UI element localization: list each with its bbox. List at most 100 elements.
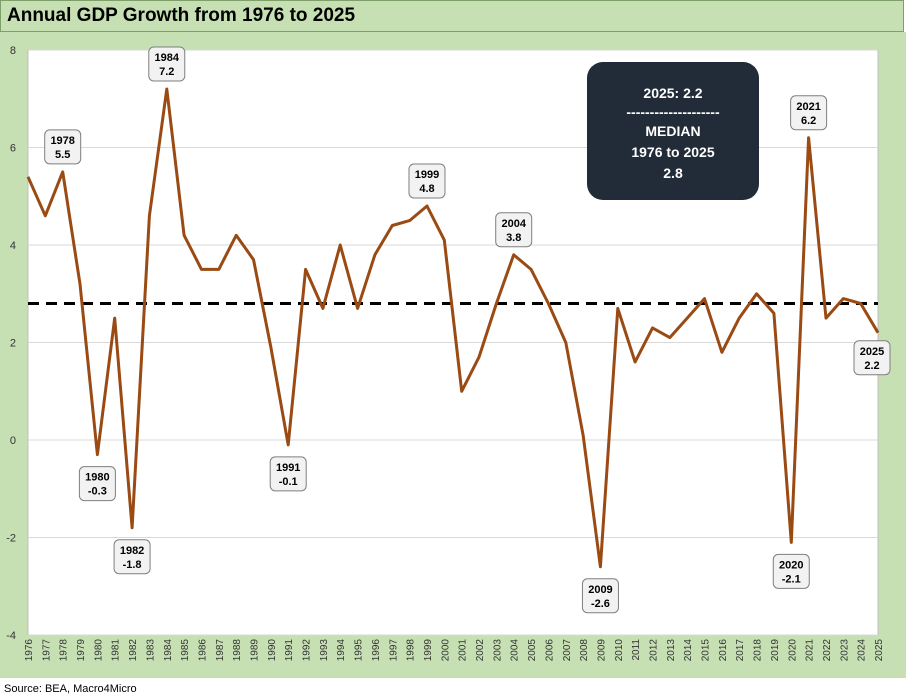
x-tick-label: 2014: [683, 639, 694, 662]
annotation-year: 1978: [50, 135, 74, 147]
x-tick-label: 1995: [354, 639, 365, 662]
x-tick-label: 1994: [336, 639, 347, 662]
chart-panel: -4 -2 0 2 4 6 8 1976 1977 1978 1979 1980 1981 1982 198…: [0, 32, 906, 678]
x-tick-label: 2010: [614, 639, 625, 662]
x-tick-label: 2007: [562, 639, 573, 662]
annotation-value: -2.1: [782, 573, 801, 585]
x-tick-label: 1978: [59, 639, 70, 662]
annotation-callout: [495, 212, 533, 248]
annotation-year: 2020: [779, 559, 803, 571]
x-tick-label: 1992: [302, 639, 313, 662]
x-tick-label: 2008: [579, 639, 590, 662]
info-median-value: 2.8: [663, 165, 683, 181]
x-tick-label: 2006: [544, 639, 555, 662]
annotation-year: 1980: [85, 472, 109, 484]
x-tick-label: 1982: [128, 639, 139, 662]
annotation-callout: [581, 578, 619, 614]
annotation-year: 2004: [501, 218, 526, 230]
annotation-callout: [790, 95, 828, 131]
y-tick-label: -4: [6, 630, 16, 642]
x-tick-label: 1986: [197, 639, 208, 662]
x-tick-label: 1993: [319, 639, 330, 662]
x-tick-label: 2015: [701, 639, 712, 662]
y-tick-label: 0: [10, 435, 16, 447]
x-tick-label: 2023: [839, 639, 850, 662]
annotation-value: -0.3: [88, 486, 107, 498]
annotation-callout: [408, 163, 446, 199]
annotation-callout: [113, 539, 151, 575]
x-tick-label: 2001: [458, 639, 469, 662]
x-tick-label: 2024: [857, 639, 868, 662]
info-period: 1976 to 2025: [631, 144, 714, 160]
annotation-value: -1.8: [123, 559, 142, 571]
x-tick-label: 2005: [527, 639, 538, 662]
median-info-box: [587, 62, 759, 200]
y-tick-label: 6: [10, 143, 16, 155]
x-tick-label: 2012: [648, 639, 659, 662]
x-tick-label: 1989: [250, 639, 261, 662]
x-tick-label: 1985: [180, 639, 191, 662]
x-tick-label: 1977: [41, 639, 52, 662]
annotation-callout: [44, 129, 82, 165]
annotation-callout: [853, 340, 891, 376]
x-tick-label: 1990: [267, 639, 278, 662]
y-tick-label: 2: [10, 338, 16, 350]
annotation-year: 1999: [415, 169, 439, 181]
x-tick-label: 2016: [718, 639, 729, 662]
info-current-value: 2025: 2.2: [643, 85, 702, 101]
x-tick-label: 1991: [284, 639, 295, 662]
annotation-value: -0.1: [279, 476, 298, 488]
x-tick-label: 2021: [805, 639, 816, 662]
x-tick-label: 2003: [492, 639, 503, 662]
annotation-value: 4.8: [419, 183, 434, 195]
x-tick-label: 2017: [735, 639, 746, 662]
info-separator: --------------------: [626, 104, 720, 120]
x-tick-label: 2009: [596, 639, 607, 662]
annotation-callout: [269, 456, 307, 492]
x-tick-label: 2020: [787, 639, 798, 662]
x-tick-label: 1984: [163, 639, 174, 662]
annotation-year: 2025: [860, 346, 884, 358]
chart-title: Annual GDP Growth from 1976 to 2025: [7, 5, 356, 26]
x-tick-label: 1999: [423, 639, 434, 662]
y-tick-label: 4: [10, 240, 16, 252]
info-median-label: MEDIAN: [645, 123, 700, 139]
x-tick-label: 1996: [371, 639, 382, 662]
source-note: Source: BEA, Macro4Micro: [4, 683, 137, 695]
x-tick-label: 2013: [666, 639, 677, 662]
y-tick-label: -2: [6, 533, 16, 545]
x-tick-label: 2018: [753, 639, 764, 662]
gdp-growth-chart: -4 -2 0 2 4 6 8 1976 1977 1978 1979 1980 1981 1982 198…: [6, 45, 891, 662]
x-tick-label: 1980: [93, 639, 104, 662]
annotation-callout: [148, 46, 186, 82]
annotation-value: 3.8: [506, 232, 521, 244]
annotation-value: 7.2: [159, 66, 174, 78]
annotation-callout: [772, 553, 810, 589]
annotation-year: 2021: [796, 101, 820, 113]
x-tick-label: 1981: [111, 639, 122, 662]
gdp-growth-line: [26, 87, 880, 569]
annotation-year: 2009: [588, 584, 612, 596]
x-tick-label: 1976: [24, 639, 35, 662]
x-tick-label: 2002: [475, 639, 486, 662]
x-tick-label: 2019: [770, 639, 781, 662]
x-tick-label: 1987: [215, 639, 226, 662]
annotation-value: -2.6: [591, 598, 610, 610]
annotation-value: 6.2: [801, 115, 816, 127]
x-tick-label: 1998: [406, 639, 417, 662]
x-tick-label: 2011: [631, 639, 642, 661]
x-tick-label: 1979: [76, 639, 87, 662]
annotation-value: 5.5: [55, 149, 70, 161]
annotation-value: 2.2: [864, 360, 879, 372]
x-tick-label: 1988: [232, 639, 243, 662]
annotation-callout: [78, 466, 116, 502]
annotation-year: 1982: [120, 545, 144, 557]
x-tick-label: 1997: [388, 639, 399, 662]
y-tick-label: 8: [10, 45, 16, 57]
x-tick-label: 2025: [874, 639, 885, 662]
annotation-year: 1984: [155, 52, 180, 64]
x-tick-label: 2000: [440, 639, 451, 662]
annotation-year: 1991: [276, 462, 300, 474]
x-tick-label: 1983: [145, 639, 156, 662]
x-tick-label: 2022: [822, 639, 833, 662]
